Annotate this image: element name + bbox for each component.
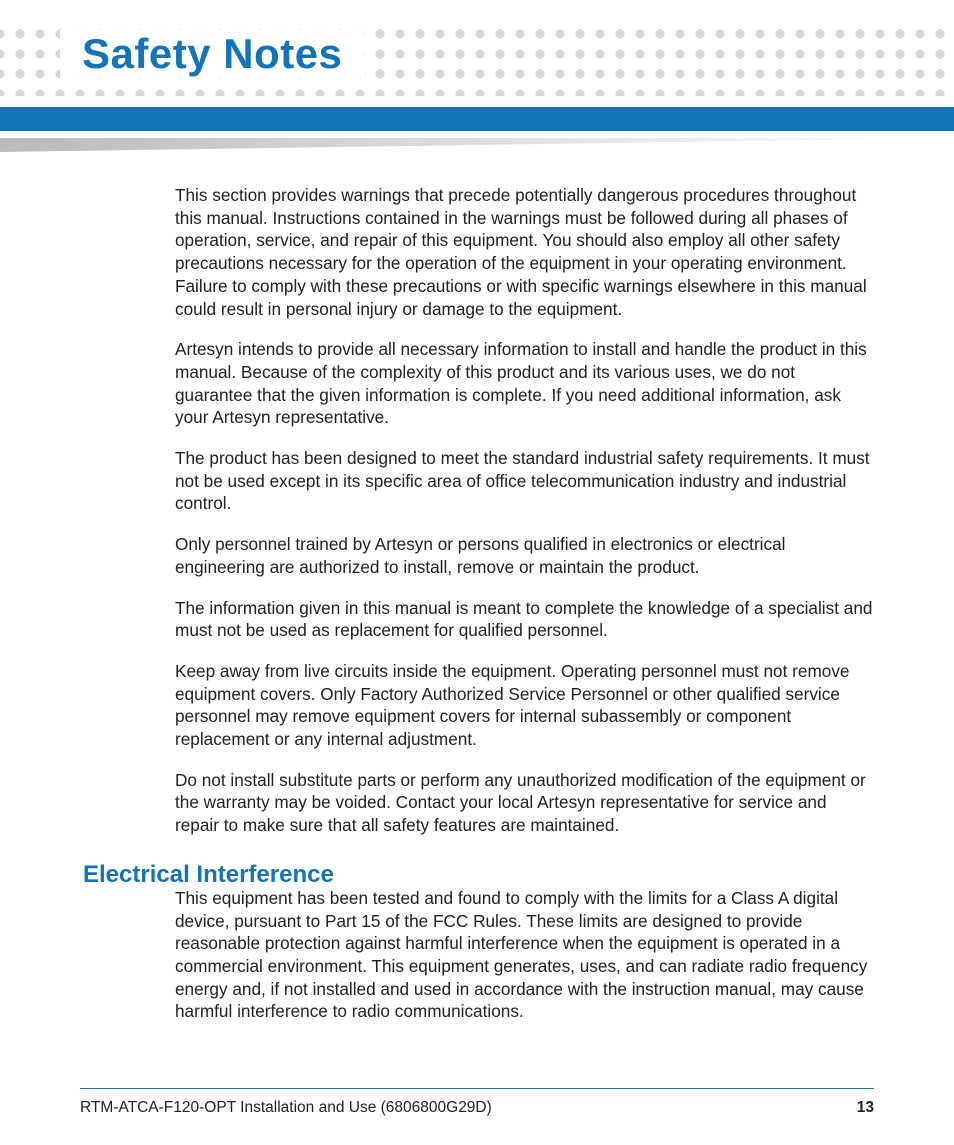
body-paragraph: The product has been designed to meet th… xyxy=(175,447,875,515)
page-footer: RTM-ATCA-F120-OPT Installation and Use (… xyxy=(80,1099,874,1117)
body-paragraph: Keep away from live circuits inside the … xyxy=(175,660,875,751)
body-paragraph: Artesyn intends to provide all necessary… xyxy=(175,338,875,429)
title-container: Safety Notes xyxy=(60,30,364,78)
header-blue-bar xyxy=(0,107,954,131)
body-paragraph: Only personnel trained by Artesyn or per… xyxy=(175,533,875,578)
header-gray-wedge xyxy=(0,138,954,152)
sub-heading: Electrical Interference xyxy=(83,861,334,889)
body-paragraph: This section provides warnings that prec… xyxy=(175,184,875,320)
body-paragraph: This equipment has been tested and found… xyxy=(175,887,875,1023)
footer-doc-title: RTM-ATCA-F120-OPT Installation and Use (… xyxy=(80,1099,492,1117)
body-paragraph: The information given in this manual is … xyxy=(175,597,875,642)
footer-page-number: 13 xyxy=(857,1099,874,1117)
footer-rule xyxy=(80,1088,874,1089)
body-paragraph: Do not install substitute parts or perfo… xyxy=(175,769,875,837)
page-title: Safety Notes xyxy=(82,30,342,78)
body-content: This section provides warnings that prec… xyxy=(175,184,875,1041)
